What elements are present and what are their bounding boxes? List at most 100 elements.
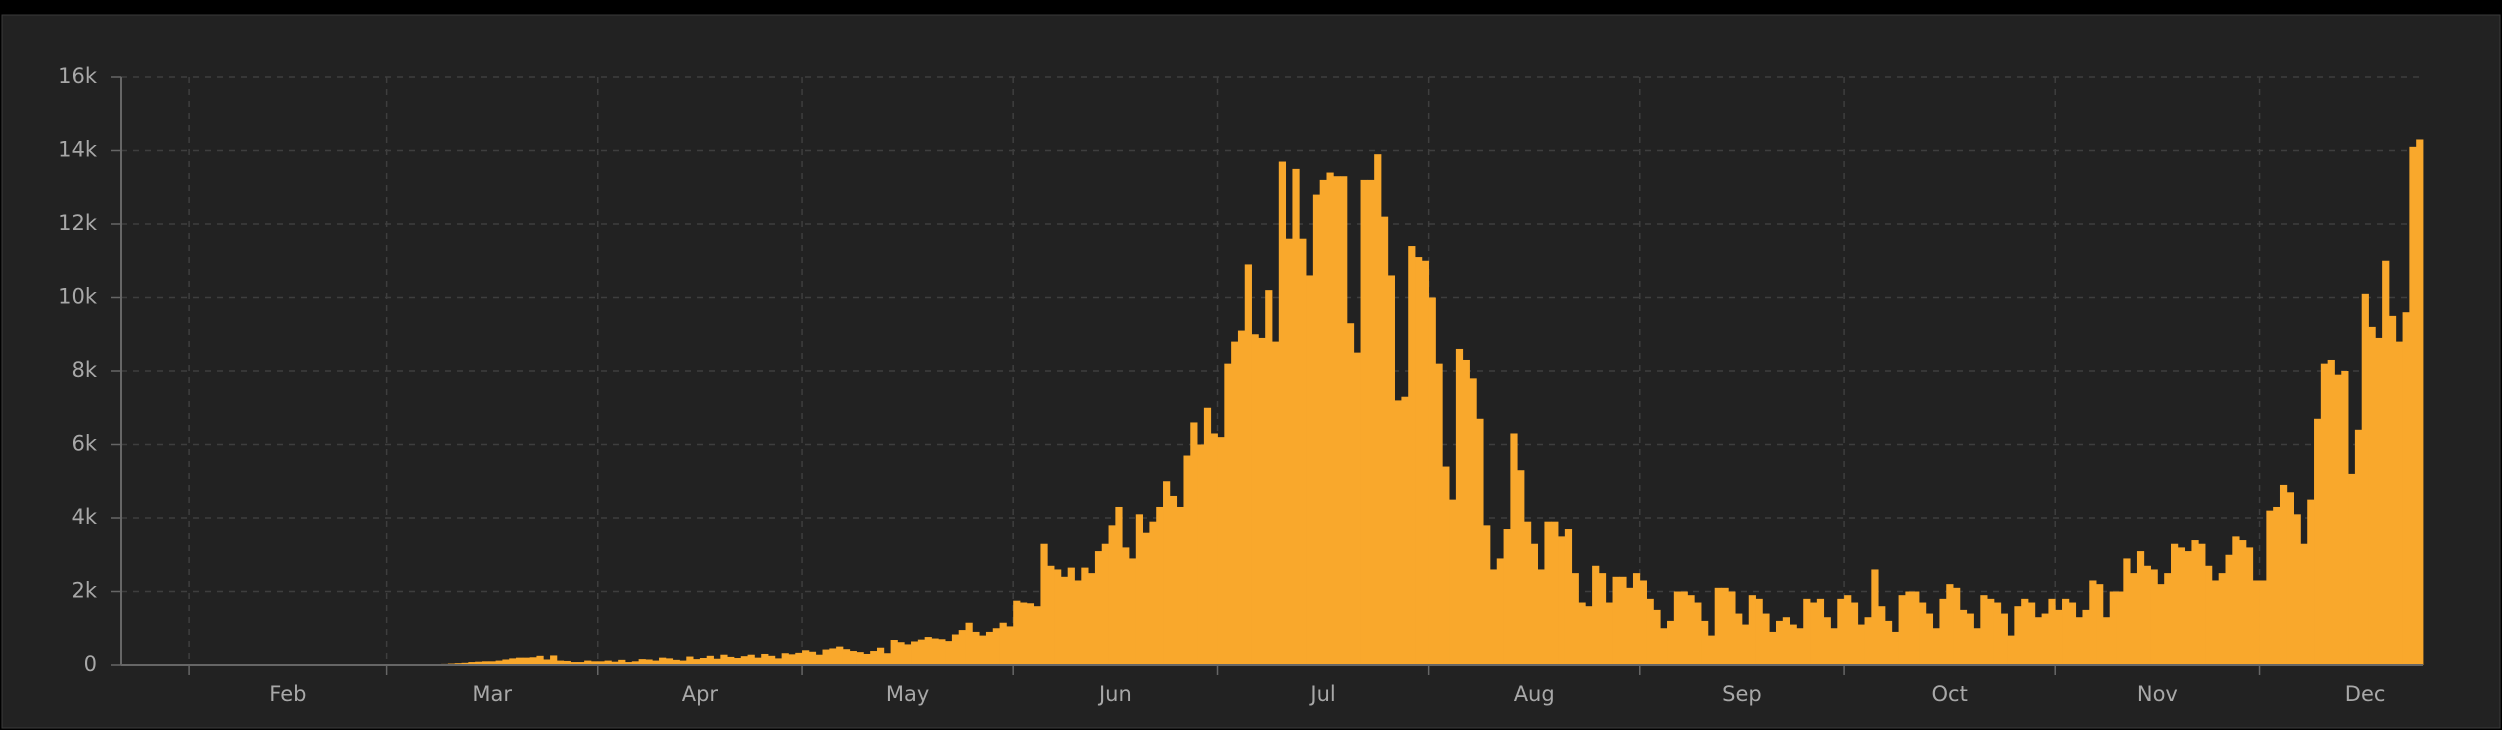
bar	[1094, 551, 1103, 665]
bar	[2252, 580, 2260, 665]
bar	[781, 653, 789, 665]
bar	[1680, 591, 1688, 665]
bar	[618, 659, 626, 665]
bar	[1483, 525, 1491, 665]
bar	[1394, 400, 1402, 665]
bar	[1319, 179, 1327, 665]
bar	[1149, 521, 1157, 665]
bar	[1360, 179, 1368, 665]
bar	[1973, 628, 1981, 665]
bar	[1816, 598, 1825, 665]
bar	[2000, 613, 2008, 665]
bar	[1408, 246, 1416, 666]
bar	[1667, 620, 1675, 665]
bar	[2062, 598, 2070, 665]
bar	[1142, 532, 1150, 665]
bar	[1353, 352, 1361, 665]
x-tick-label: Nov	[2137, 682, 2178, 706]
bar	[972, 631, 980, 665]
bar	[1101, 543, 1109, 665]
bar	[1190, 422, 1198, 665]
bar	[2382, 260, 2390, 665]
bar	[584, 660, 592, 665]
bar	[1108, 525, 1116, 665]
bar	[495, 660, 503, 665]
bar	[1455, 348, 1464, 665]
bar	[808, 651, 817, 665]
bar	[836, 646, 844, 665]
bar	[1292, 168, 1300, 665]
bar	[1033, 606, 1041, 665]
bar	[992, 628, 1000, 665]
bar	[1523, 521, 1532, 665]
bar	[1830, 628, 1838, 665]
bar	[645, 659, 653, 665]
bar	[1993, 602, 2002, 665]
bar	[951, 634, 960, 665]
x-tick-label: Aug	[1514, 682, 1555, 706]
bar	[2055, 609, 2063, 665]
bar	[1558, 536, 1566, 665]
bar	[876, 647, 885, 665]
bar	[2402, 312, 2410, 665]
bar	[2034, 617, 2043, 665]
bar	[2361, 293, 2369, 665]
bar	[822, 649, 830, 665]
bar	[2096, 584, 2104, 665]
bar	[502, 659, 510, 665]
bar	[1891, 631, 1899, 665]
bar	[2266, 510, 2274, 665]
bar	[2164, 573, 2172, 665]
bar	[2314, 418, 2322, 665]
bar	[1578, 602, 1586, 665]
bar	[2293, 514, 2301, 665]
bar	[1687, 595, 1695, 665]
bar	[1469, 378, 1477, 665]
bar	[2279, 484, 2288, 665]
bar	[1987, 598, 1995, 665]
bar	[1864, 617, 1872, 665]
bar	[590, 661, 599, 665]
bar	[1564, 529, 1573, 665]
bar	[733, 658, 742, 665]
bar	[958, 630, 966, 665]
bar	[1237, 330, 1246, 665]
bar	[2177, 547, 2186, 665]
bar	[917, 639, 926, 665]
bar	[1789, 624, 1797, 665]
bar	[686, 656, 694, 665]
bar	[1517, 470, 1525, 665]
bar	[1428, 297, 1436, 665]
bar	[2014, 606, 2022, 665]
bar	[1312, 194, 1321, 665]
bar	[1741, 624, 1750, 665]
bar	[1769, 631, 1777, 665]
bar	[802, 650, 810, 665]
bar	[1953, 587, 1961, 665]
bar	[924, 637, 932, 665]
bar	[1210, 433, 1218, 665]
bar	[904, 644, 912, 665]
bar	[2184, 551, 2192, 665]
bar	[2225, 554, 2233, 665]
bar	[2409, 146, 2417, 665]
bar	[624, 662, 633, 665]
bar	[1067, 567, 1075, 665]
bar	[1251, 334, 1259, 665]
bar	[938, 639, 946, 665]
bar	[1585, 606, 1593, 665]
bar	[1401, 396, 1409, 665]
bar	[979, 635, 987, 665]
bar	[2191, 540, 2199, 665]
bar	[2273, 506, 2281, 665]
bar	[516, 657, 524, 665]
bar	[1387, 275, 1395, 665]
y-tick-label: 12k	[58, 211, 98, 235]
bar	[1421, 260, 1430, 665]
bar	[1551, 521, 1559, 665]
bar	[2157, 584, 2165, 665]
bar	[1728, 591, 1736, 665]
bar	[1878, 606, 1886, 665]
bar	[1837, 598, 1845, 665]
x-tick-label: Oct	[1932, 682, 1968, 706]
